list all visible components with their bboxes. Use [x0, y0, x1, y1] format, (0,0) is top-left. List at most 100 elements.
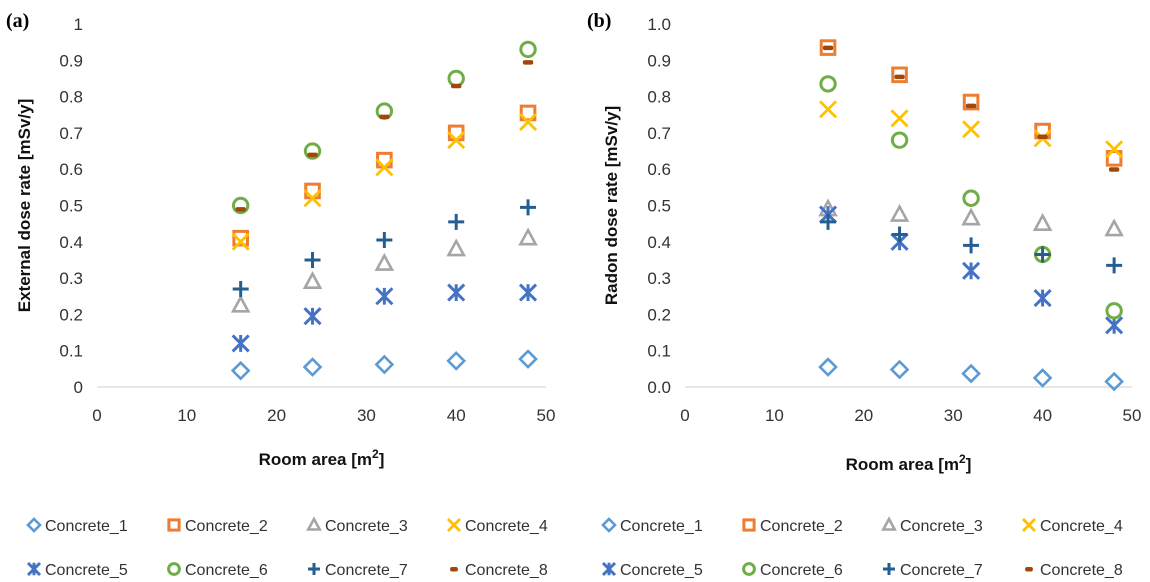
data-point-concrete-2 — [1105, 150, 1123, 167]
data-point-concrete-8 — [965, 103, 977, 109]
legend-marker — [1022, 518, 1036, 532]
radon-dose-chart: (b) 0.0 0.1 0.2 0.3 0.4 0.5 0.6 0.7 0.8 0.9 1.0 0 10 2… — [587, 10, 1141, 579]
y-tick-label: 0.2 — [647, 305, 671, 324]
data-point-concrete-6 — [1105, 302, 1123, 320]
y-tick-label: 0.5 — [59, 197, 83, 216]
legend-item: Concrete_3 — [306, 516, 408, 535]
legend-item: Concrete_8 — [450, 562, 548, 579]
data-points — [230, 40, 538, 381]
data-point-concrete-4 — [962, 120, 981, 139]
legend-marker — [308, 563, 320, 575]
y-tick-label: 1.0 — [647, 15, 671, 34]
x-axis-label: Room area [m2] — [846, 452, 972, 474]
x-axis-label: Room area [m2] — [259, 447, 385, 469]
legend-item: Concrete_4 — [447, 518, 548, 535]
data-point-concrete-1 — [518, 349, 538, 369]
legend-item: Concrete_5 — [26, 561, 128, 579]
data-point-concrete-1 — [230, 360, 251, 381]
y-tick-label: 0.0 — [647, 378, 671, 397]
data-point-concrete-3 — [961, 207, 981, 226]
data-point-concrete-4 — [519, 113, 538, 131]
data-point-concrete-2 — [519, 104, 537, 122]
legend: Concrete_1 Concrete_2 Concrete_3 Concrete_4… — [601, 516, 1123, 579]
legend-label: Concrete_6 — [760, 562, 843, 579]
data-point-concrete-7 — [520, 199, 537, 216]
y-tick-label: 0 — [74, 378, 83, 397]
x-tick-label: 10 — [765, 406, 784, 425]
data-point-concrete-8 — [451, 83, 462, 89]
data-point-concrete-5 — [231, 334, 250, 353]
legend-label: Concrete_1 — [45, 518, 128, 535]
data-point-concrete-2 — [376, 151, 393, 169]
legend-marker — [450, 567, 458, 572]
data-point-concrete-7 — [820, 213, 837, 230]
data-point-concrete-1 — [374, 354, 395, 375]
data-point-concrete-3 — [374, 252, 395, 271]
legend-label: Concrete_3 — [900, 518, 983, 535]
data-point-concrete-6 — [303, 142, 322, 160]
y-tick-label: 0.2 — [59, 305, 83, 324]
data-point-concrete-7 — [376, 231, 393, 248]
y-tick-label: 0.7 — [59, 124, 83, 143]
chart-panel-a: (a) 0 0.1 0.2 0.3 0.4 0.5 0.6 0.7 0.8 0.9 1 0 10 20 30 4… — [6, 10, 556, 579]
data-point-concrete-3 — [1104, 218, 1124, 237]
data-points — [818, 39, 1124, 392]
legend-item: Concrete_6 — [742, 562, 843, 579]
data-point-concrete-6 — [231, 196, 250, 215]
y-tick-label: 0.1 — [59, 342, 83, 361]
external-dose-chart: (a)00.10.20.30.40.50.60.70.80.910 10 20 30 4… — [6, 10, 556, 579]
legend-marker — [601, 561, 617, 577]
data-point-concrete-1 — [889, 359, 910, 380]
x-tick-label: 40 — [447, 406, 466, 425]
data-point-concrete-8 — [522, 60, 534, 65]
y-tick-label: 0.8 — [59, 88, 83, 107]
data-point-concrete-5 — [1033, 289, 1052, 308]
x-tick-label: 0 — [92, 406, 101, 425]
data-point-concrete-5 — [375, 287, 394, 306]
legend-item: Concrete_5 — [601, 561, 703, 579]
data-point-concrete-7 — [963, 237, 980, 254]
data-point-concrete-6 — [890, 131, 909, 149]
legend-item: Concrete_3 — [881, 516, 983, 535]
legend-label: Concrete_2 — [760, 518, 843, 535]
legend-label: Concrete_8 — [465, 562, 548, 579]
data-point-concrete-3 — [518, 227, 538, 246]
panel-label: (b) — [587, 10, 611, 32]
x-tick-label: 0 — [680, 406, 689, 425]
data-point-concrete-2 — [962, 93, 980, 111]
y-tick-label: 0.9 — [59, 51, 83, 70]
data-point-concrete-2 — [819, 39, 837, 56]
legend-marker — [883, 563, 895, 575]
legend-label: Concrete_1 — [620, 518, 703, 535]
data-point-concrete-4 — [303, 189, 322, 208]
y-tick-label: 0.1 — [647, 342, 671, 361]
data-point-concrete-1 — [1032, 368, 1053, 388]
data-point-concrete-2 — [304, 182, 321, 200]
legend: Concrete_1 Concrete_2 Concrete_3 Concrete_4… — [26, 516, 548, 579]
y-tick-label: 0.8 — [647, 88, 671, 107]
data-point-concrete-6 — [447, 69, 465, 88]
legend-marker — [881, 516, 897, 531]
legend-marker — [447, 518, 461, 532]
x-tick-label: 30 — [944, 406, 963, 425]
x-tick-label: 50 — [537, 406, 556, 425]
legend-label: Concrete_2 — [185, 518, 268, 535]
legend-label: Concrete_3 — [325, 518, 408, 535]
legend-marker — [742, 562, 756, 576]
legend-label: Concrete_7 — [900, 562, 983, 579]
legend-label: Concrete_5 — [45, 562, 128, 579]
data-point-concrete-8 — [894, 74, 905, 80]
legend-item: Concrete_2 — [742, 518, 843, 535]
x-tick-label: 30 — [357, 406, 376, 425]
legend-marker — [167, 562, 181, 576]
data-point-concrete-2 — [891, 66, 908, 84]
data-point-concrete-5 — [962, 261, 981, 280]
data-point-concrete-8 — [1108, 167, 1120, 172]
legend-marker — [26, 561, 42, 577]
legend-marker — [1025, 567, 1033, 572]
data-point-concrete-7 — [1106, 257, 1123, 274]
y-tick-label: 0.4 — [59, 233, 83, 252]
data-point-concrete-4 — [1105, 140, 1124, 159]
x-tick-label: 10 — [177, 406, 196, 425]
legend-label: Concrete_5 — [620, 562, 703, 579]
